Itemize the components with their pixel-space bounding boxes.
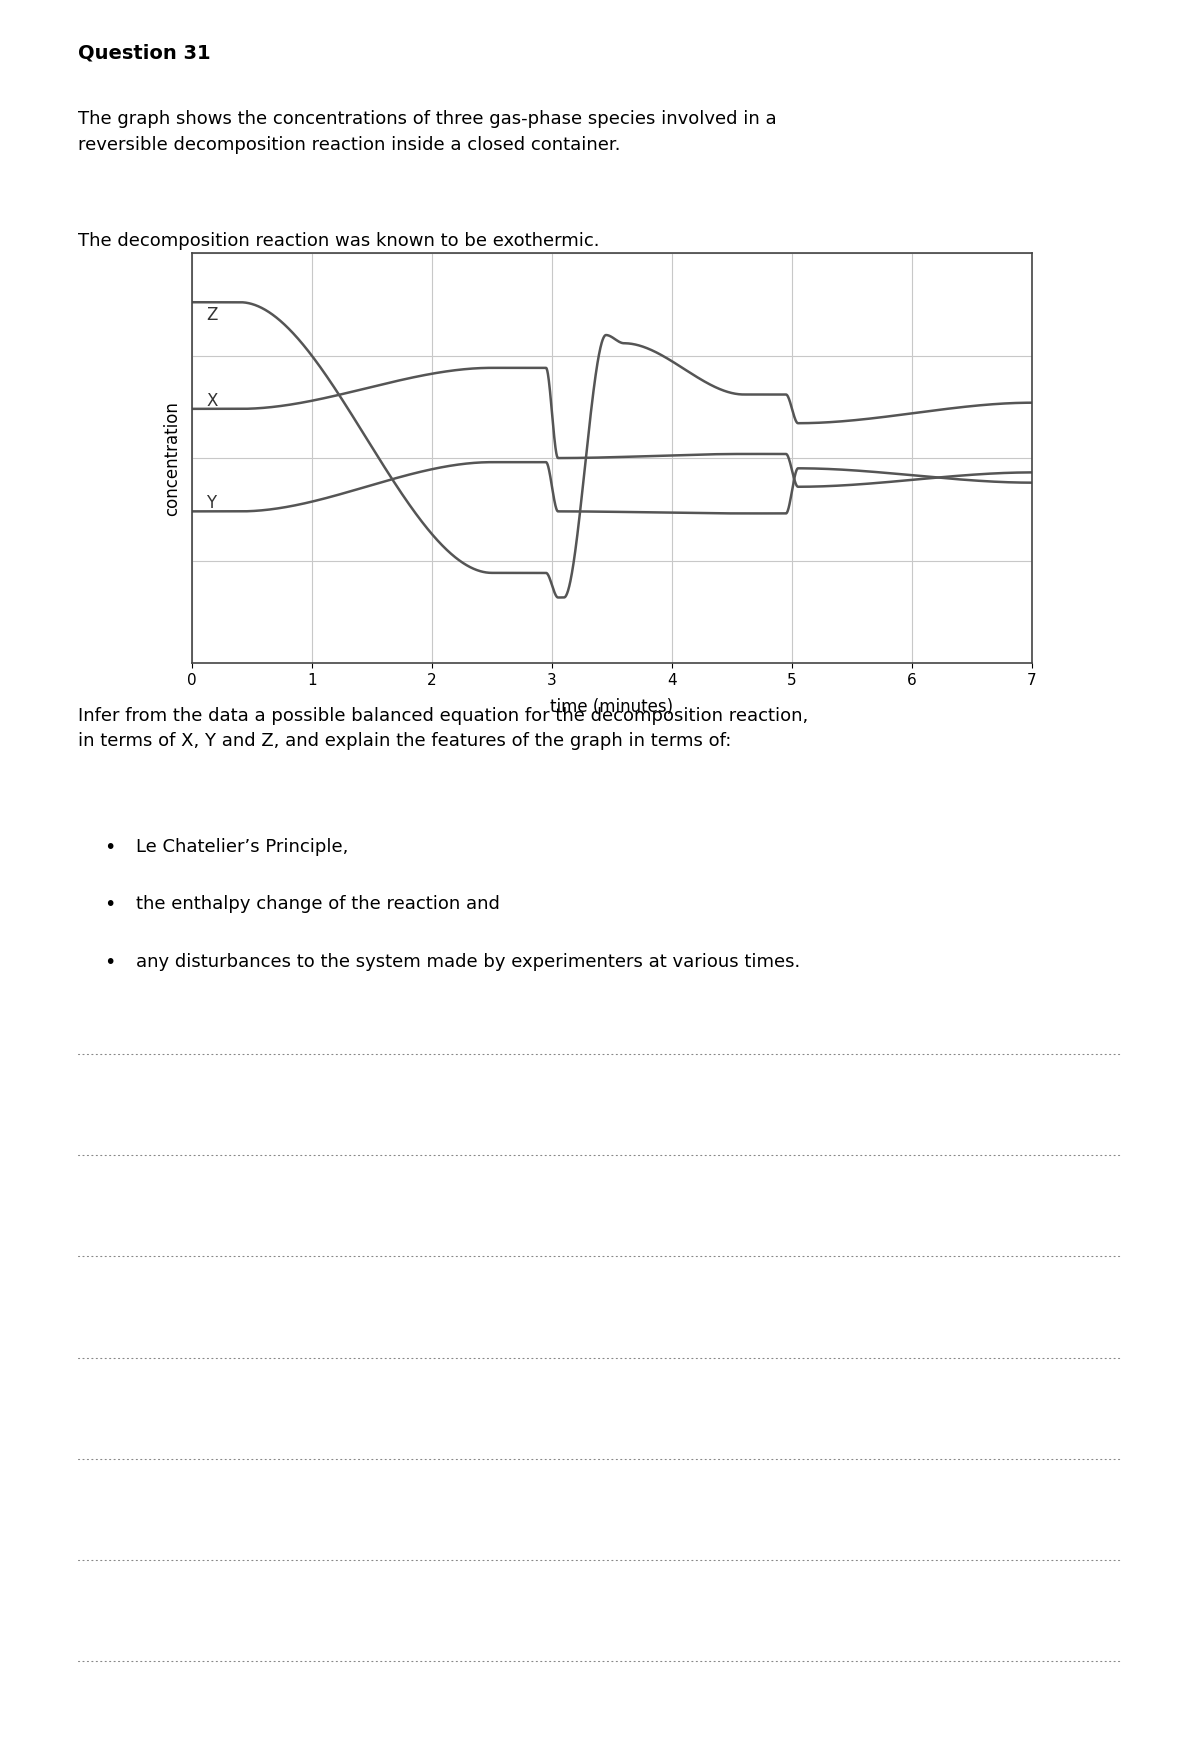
Text: any disturbances to the system made by experimenters at various times.: any disturbances to the system made by e… bbox=[136, 953, 800, 970]
Text: X: X bbox=[206, 391, 217, 410]
Text: Le Chatelier’s Principle,: Le Chatelier’s Principle, bbox=[136, 838, 348, 855]
Y-axis label: concentration: concentration bbox=[163, 401, 181, 515]
Text: •: • bbox=[104, 953, 115, 972]
Text: the enthalpy change of the reaction and: the enthalpy change of the reaction and bbox=[136, 895, 499, 913]
Text: Z: Z bbox=[206, 305, 217, 323]
Text: •: • bbox=[104, 895, 115, 914]
Text: Y: Y bbox=[206, 494, 216, 513]
Text: •: • bbox=[104, 838, 115, 857]
Text: Question 31: Question 31 bbox=[78, 44, 211, 63]
Text: The decomposition reaction was known to be exothermic.: The decomposition reaction was known to … bbox=[78, 232, 600, 250]
Text: Infer from the data a possible balanced equation for the decomposition reaction,: Infer from the data a possible balanced … bbox=[78, 707, 809, 750]
Text: The graph shows the concentrations of three gas-phase species involved in a
reve: The graph shows the concentrations of th… bbox=[78, 110, 776, 154]
X-axis label: time (minutes): time (minutes) bbox=[551, 698, 673, 715]
